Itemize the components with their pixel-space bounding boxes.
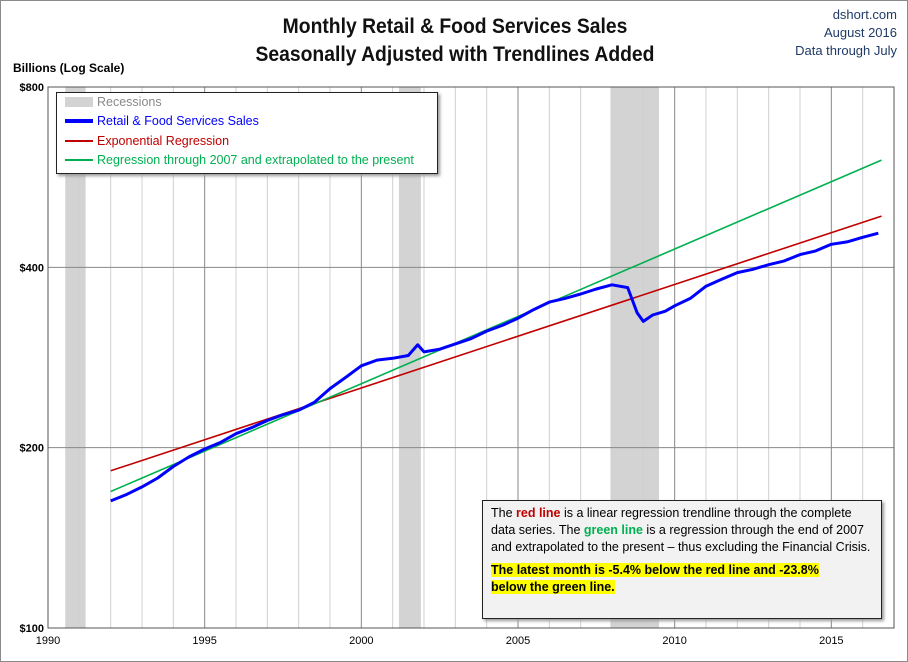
series-line-1: [110, 215, 882, 472]
plot-border: [47, 86, 895, 629]
y-tick-label: $200: [20, 443, 44, 455]
legend-green: Regression through 2007 and extrapolated…: [65, 153, 414, 167]
source-label: dshort.com: [832, 7, 897, 22]
x-tick-label: 1995: [192, 635, 216, 647]
chart-title: Monthly Retail & Food Services Sales: [282, 15, 628, 38]
legend-label: Exponential Regression: [97, 134, 230, 148]
recession-band: [65, 87, 86, 628]
legend-sales: Retail & Food Services Sales: [65, 114, 259, 128]
y-tick-label: $100: [20, 623, 44, 635]
series-line-2: [110, 159, 882, 493]
series-line-0: [110, 231, 879, 503]
legend: Recessions Retail & Food Services Sales …: [56, 92, 438, 174]
sales-swatch: [65, 119, 93, 123]
data-through-label: Data through July: [795, 43, 897, 58]
x-tick-label: 1990: [36, 635, 60, 647]
exp-swatch: [65, 140, 93, 142]
x-tick-label: 2015: [819, 635, 843, 647]
x-tick-label: 2000: [349, 635, 373, 647]
green-swatch: [65, 159, 93, 161]
date-label: August 2016: [823, 25, 897, 40]
legend-recessions: Recessions: [65, 95, 162, 109]
legend-label: Regression through 2007 and extrapolated…: [97, 153, 414, 167]
x-tick-label: 2005: [506, 635, 530, 647]
legend-label: Recessions: [97, 95, 162, 109]
y-axis-label: Billions (Log Scale): [13, 61, 125, 75]
annotation-box: The red line is a linear regression tren…: [482, 500, 882, 619]
x-tick-label: 2010: [662, 635, 686, 647]
y-tick-label: $400: [20, 262, 44, 274]
y-tick-label: $800: [20, 82, 44, 94]
chart-subtitle: Seasonally Adjusted with Trendlines Adde…: [255, 43, 655, 66]
recession-swatch: [65, 97, 93, 107]
legend-label: Retail & Food Services Sales: [97, 114, 259, 128]
annotation-text: The red line is a linear regression tren…: [491, 506, 871, 554]
legend-exp: Exponential Regression: [65, 134, 229, 148]
annotation-highlight: The latest month is -5.4% below the red …: [491, 563, 819, 594]
recession-band: [398, 87, 421, 628]
